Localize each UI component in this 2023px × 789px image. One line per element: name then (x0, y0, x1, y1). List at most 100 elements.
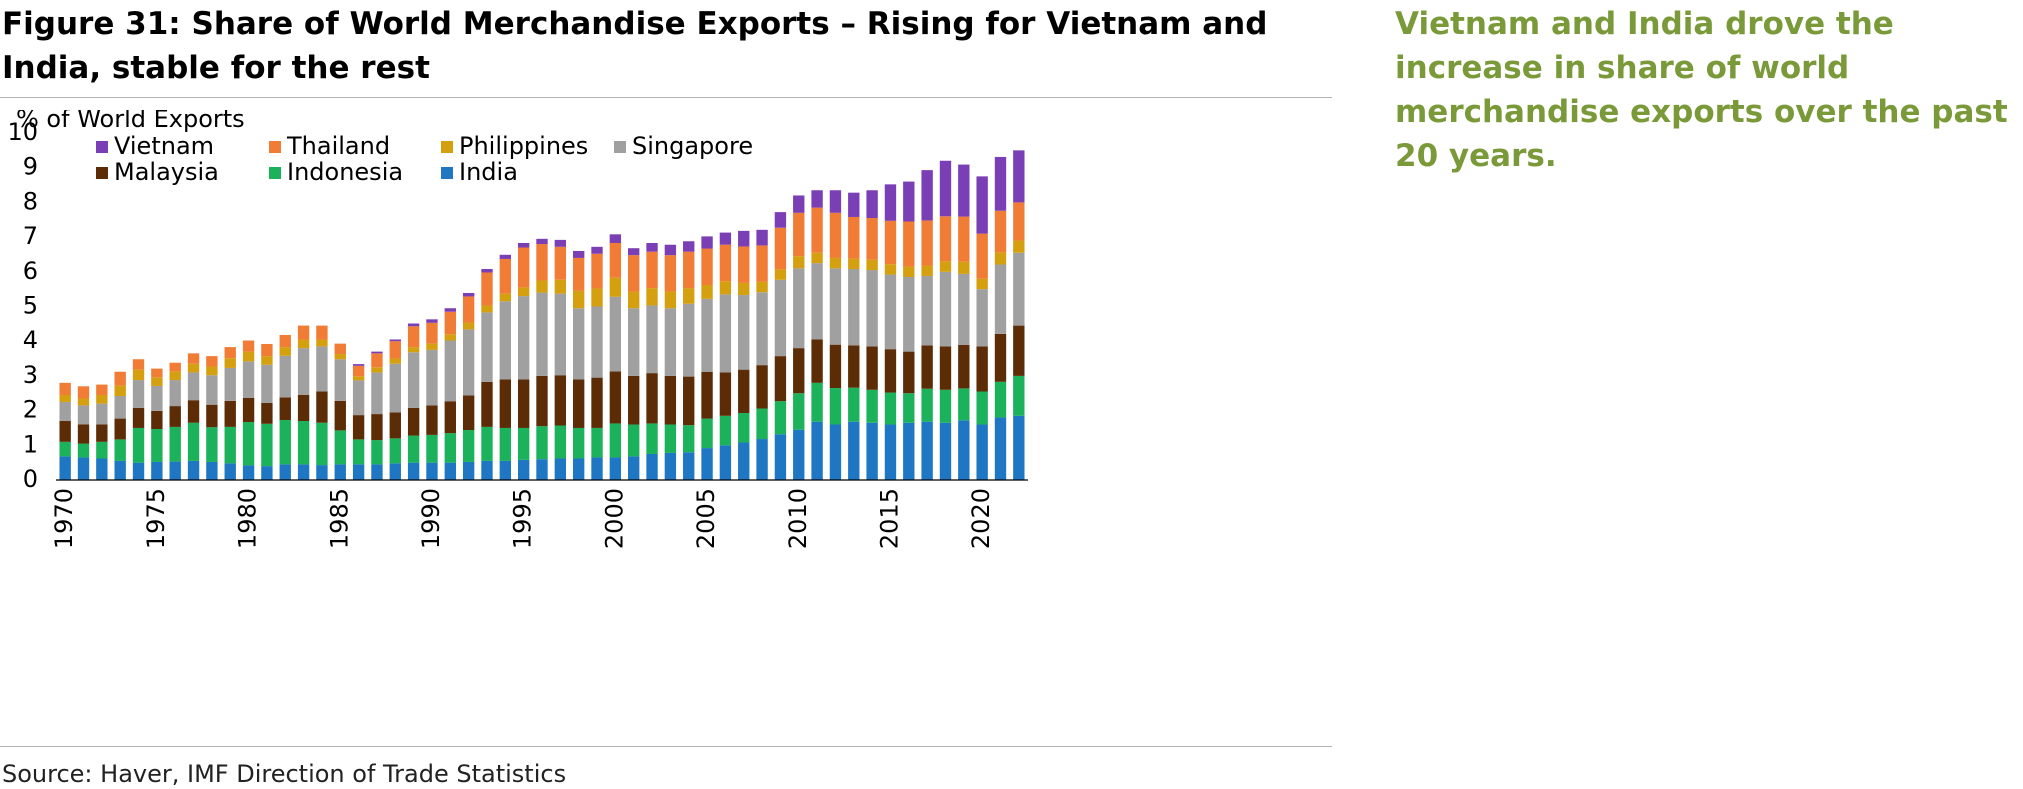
bar-segment-malaysia (96, 424, 108, 442)
bar-segment-malaysia (426, 405, 438, 435)
bar-segment-singapore (77, 405, 90, 425)
bar-segment-indonesia (169, 426, 181, 462)
bar-segment-india (939, 422, 952, 480)
bar-segment-philippines (407, 347, 420, 353)
bar-segment-thailand (132, 359, 145, 370)
bar-segment-thailand (719, 244, 732, 282)
bar-segment-indonesia (96, 441, 108, 459)
bar-segment-malaysia (939, 346, 952, 390)
bar-segment-singapore (352, 380, 365, 416)
bar-segment-thailand (572, 257, 585, 291)
legend-swatch-vietnam (96, 141, 108, 153)
legend-swatch-indonesia (269, 167, 281, 179)
x-tick-label: 2010 (784, 488, 812, 549)
bar-segment-malaysia (187, 400, 200, 423)
bar-segment-indonesia (646, 423, 658, 454)
bar-segment-thailand (903, 221, 915, 267)
bar-segment-vietnam (481, 269, 493, 273)
bar-segment-singapore (242, 361, 255, 398)
bar-segment-india (628, 456, 640, 480)
bar-segment-vietnam (683, 241, 695, 252)
bar-segment-indonesia (371, 440, 383, 465)
bar-segment-malaysia (866, 346, 878, 390)
bar-segment-singapore (774, 279, 787, 357)
bar-segment-philippines (866, 259, 878, 271)
bar-segment-thailand (756, 245, 768, 282)
bar-segment-india (59, 456, 71, 480)
bar-segment-vietnam (371, 351, 383, 354)
y-tick-label: 9 (23, 153, 38, 181)
bar-segment-singapore (921, 275, 933, 346)
bar-segment-philippines (664, 291, 677, 309)
bar-segment-malaysia (517, 379, 530, 428)
bar-segment-vietnam (536, 238, 548, 245)
bar-segment-indonesia (664, 424, 677, 453)
bar-segment-singapore (738, 295, 750, 370)
bar-segment-indonesia (499, 427, 512, 461)
bar-segment-philippines (371, 367, 383, 373)
bar-segment-india (279, 464, 291, 480)
bar-segment-philippines (297, 339, 310, 349)
bar-segment-indonesia (866, 389, 878, 423)
bar-segment-malaysia (334, 400, 346, 431)
bar-segment-malaysia (756, 365, 768, 409)
bar-segment-vietnam (903, 181, 915, 222)
bar-segment-india (976, 424, 988, 480)
bar-segment-thailand (261, 343, 273, 357)
x-tick-label: 1975 (142, 488, 170, 549)
bar-segment-philippines (59, 394, 71, 402)
bar-segment-singapore (848, 269, 860, 346)
bar-segment-malaysia (738, 369, 750, 414)
bar-segment-indonesia (481, 426, 493, 461)
bar-segment-malaysia (554, 375, 567, 426)
bar-segment-vietnam (352, 364, 365, 366)
bar-segment-philippines (591, 288, 603, 307)
bar-segment-india (848, 421, 860, 480)
bar-segment-philippines (1013, 240, 1025, 253)
legend-label-indonesia: Indonesia (287, 158, 403, 186)
bar-segment-malaysia (481, 381, 493, 427)
bar-segment-thailand (77, 386, 90, 399)
bar-segment-vietnam (958, 164, 970, 217)
bar-segment-india (224, 463, 236, 480)
bar-segment-philippines (738, 282, 750, 296)
bar-segment-singapore (151, 385, 163, 411)
bar-segment-indonesia (939, 389, 952, 423)
bar-segment-malaysia (169, 406, 181, 427)
bar-segment-singapore (187, 372, 200, 401)
bar-segment-india (297, 464, 310, 480)
bar-segment-philippines (646, 288, 658, 306)
bar-segment-thailand (352, 365, 365, 377)
bar-segment-indonesia (976, 391, 988, 425)
bar-segment-india (554, 458, 567, 480)
bar-segment-philippines (334, 354, 346, 360)
bar-segment-indonesia (1013, 375, 1025, 416)
bar-segment-malaysia (994, 333, 1007, 382)
bar-segment-singapore (1013, 252, 1025, 326)
bar-segment-singapore (224, 367, 236, 401)
bar-segment-india (517, 459, 530, 480)
bar-segment-indonesia (316, 422, 328, 466)
bar-segment-malaysia (701, 371, 713, 419)
bar-segment-singapore (279, 355, 291, 398)
bar-segment-india (994, 417, 1007, 480)
y-tick-label: 5 (23, 292, 38, 320)
bar-segment-thailand (297, 325, 310, 340)
bar-segment-india (664, 452, 677, 480)
bar-segment-singapore (793, 268, 805, 349)
bar-segment-indonesia (444, 433, 456, 463)
bar-segment-india (114, 460, 126, 480)
bar-segment-thailand (811, 207, 823, 253)
bar-segment-indonesia (958, 388, 970, 421)
bar-segment-thailand (481, 272, 493, 306)
bar-segment-vietnam (884, 184, 897, 221)
bar-segment-vietnam (517, 243, 530, 248)
bar-segment-india (774, 434, 787, 480)
bar-segment-singapore (334, 359, 346, 401)
bar-segment-philippines (261, 356, 273, 365)
bar-segment-philippines (609, 277, 622, 297)
bar-segment-thailand (371, 353, 383, 368)
bar-segment-vietnam (628, 248, 640, 256)
bar-segment-philippines (114, 385, 126, 397)
bar-segment-singapore (884, 274, 897, 350)
